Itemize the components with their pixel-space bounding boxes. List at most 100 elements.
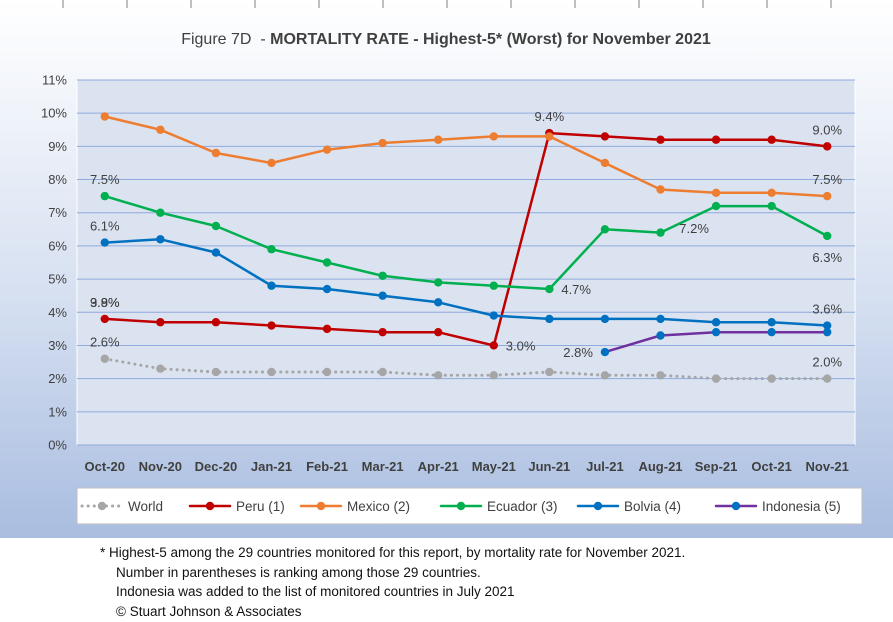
data-point-peru-1 [656,135,665,144]
data-point-ecuador-3 [489,281,498,290]
data-point-bolvia-4 [600,314,610,324]
x-tick-label: Apr-21 [418,459,459,474]
data-point-world [267,367,276,377]
data-point-peru-1 [600,132,610,141]
data-point-world [767,374,776,383]
data-label: 4.7% [561,282,591,297]
data-point-mexico-2 [600,158,610,168]
data-point-peru-1 [434,327,443,337]
data-point-peru-1 [823,142,832,151]
data-point-world [489,371,498,380]
series-line-mexico-2 [103,115,829,198]
y-tick-label: 11% [42,73,67,88]
data-point-indonesia-5 [823,327,832,337]
data-point-world [100,354,109,363]
data-label: 9.4% [535,109,565,124]
data-label: 7.5% [90,172,120,187]
data-point-bolvia-4 [211,248,221,257]
data-point-peru-1 [211,318,221,327]
series-line-peru-1 [103,131,829,347]
legend-label: Peru (1) [236,499,285,514]
data-point-ecuador-3 [545,284,554,294]
x-tick-label: Sep-21 [695,459,738,474]
data-point-ecuador-3 [656,228,665,237]
y-axis-tick-labels: 0% 1% 2% 3% 4% 5% 6% 7% 8% 9% 10% 11% [41,73,67,453]
data-point-bolvia-4 [100,238,109,247]
series-line-bolvia-4 [103,238,829,327]
y-tick-label: 7% [48,205,67,220]
footnote-line-3: Indonesia was added to the list of monit… [116,584,515,599]
chart-title-prefix: Figure 7D - [181,31,270,48]
y-tick-label: 5% [48,272,67,287]
data-point-bolvia-4 [434,298,443,307]
series-markers [100,112,832,383]
data-point-ecuador-3 [267,245,276,254]
x-tick-label: Oct-20 [85,459,125,474]
legend-swatch-marker [316,501,326,511]
legend-swatch-marker [731,501,741,511]
data-point-ecuador-3 [600,225,610,234]
data-point-world [156,364,165,373]
data-point-indonesia-5 [767,327,776,337]
x-tick-label: Feb-21 [306,459,348,474]
data-point-mexico-2 [823,191,832,201]
data-point-world [711,374,721,383]
y-tick-label: 4% [48,305,67,320]
data-label: 3.8% [90,295,120,310]
data-point-ecuador-3 [100,191,109,201]
data-point-peru-1 [322,324,332,334]
data-point-world [322,367,332,377]
data-point-mexico-2 [322,145,332,154]
data-point-mexico-2 [711,188,721,198]
legend-label: Bolvia (4) [624,499,681,514]
data-point-world [600,371,610,380]
x-tick-label: Jan-21 [251,459,292,474]
data-point-mexico-2 [656,185,665,194]
data-point-peru-1 [711,135,721,144]
data-point-peru-1 [267,321,276,330]
data-point-mexico-2 [211,148,221,158]
data-point-world [823,374,832,383]
plot-area [76,79,856,446]
legend-swatch-marker [593,501,603,511]
chart-title: Figure 7D - MORTALITY RATE - Highest-5* … [181,31,711,48]
data-point-bolvia-4 [656,314,665,324]
y-tick-label: 0% [48,438,67,453]
top-tick-marks [62,0,832,8]
data-point-peru-1 [489,341,498,350]
data-point-world [378,367,387,377]
data-point-bolvia-4 [322,284,332,294]
data-label: 2.8% [563,345,593,360]
data-point-ecuador-3 [767,201,776,211]
data-point-mexico-2 [378,138,387,148]
y-tick-label: 2% [48,371,67,386]
data-point-ecuador-3 [322,258,332,267]
y-tick-label: 1% [48,404,67,419]
data-point-ecuador-3 [211,221,221,231]
legend-label: Ecuador (3) [487,499,558,514]
data-point-world [434,371,443,380]
data-point-mexico-2 [100,112,109,121]
data-point-ecuador-3 [434,278,443,287]
data-label: 6.1% [90,219,120,234]
series-line-world [103,357,829,381]
data-point-bolvia-4 [378,291,387,300]
data-label: 3.0% [506,338,536,353]
x-tick-label: Mar-21 [362,459,404,474]
x-tick-label: Jul-21 [586,459,624,474]
footnote-line-2: Number in parentheses is ranking among t… [116,564,481,580]
data-point-world [656,371,665,380]
gridlines [77,79,855,446]
legend-label: Mexico (2) [347,499,410,514]
data-point-mexico-2 [489,132,498,141]
y-tick-label: 10% [41,106,67,121]
data-point-mexico-2 [545,132,554,141]
data-point-bolvia-4 [545,314,554,324]
x-tick-label: Dec-20 [195,459,238,474]
data-point-peru-1 [156,318,165,327]
data-label: 3.6% [812,302,842,317]
x-tick-label: May-21 [472,459,516,474]
data-label: 9.9% [90,295,120,310]
footnote: * Highest-5 among the 29 countries monit… [100,543,685,621]
data-point-bolvia-4 [711,318,721,327]
